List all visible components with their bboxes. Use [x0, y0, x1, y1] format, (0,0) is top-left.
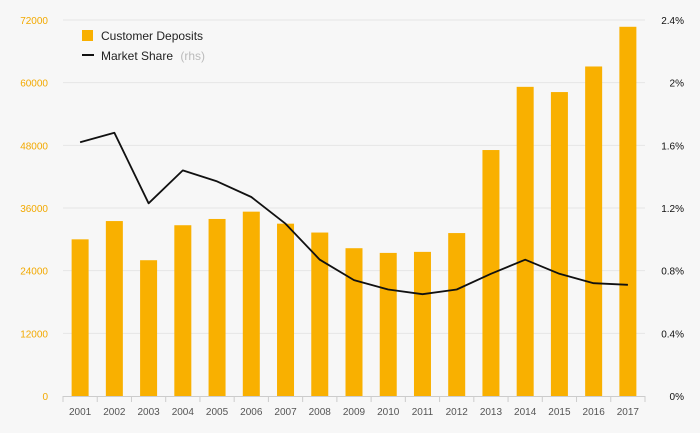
bar-2007	[277, 223, 295, 396]
bar-2006	[242, 211, 260, 396]
x-tick-label: 2015	[548, 407, 571, 418]
right-tick-label: 2%	[670, 79, 685, 90]
x-tick-label: 2007	[274, 407, 297, 418]
left-tick-label: 36000	[20, 204, 48, 215]
bar-2012	[448, 233, 466, 396]
bar-2017	[619, 26, 637, 397]
right-tick-label: 1.2%	[661, 204, 684, 215]
bar-2010	[379, 252, 397, 396]
x-tick-label: 2017	[617, 407, 640, 418]
x-tick-label: 2012	[446, 407, 469, 418]
legend-label-market-share-text: Market Share	[101, 49, 173, 63]
market-share-line-group	[79, 131, 628, 296]
x-tick-label: 2008	[309, 407, 332, 418]
x-tick-label: 2014	[514, 407, 537, 418]
x-tick-label: 2005	[206, 407, 229, 418]
x-tick-label: 2016	[583, 407, 606, 418]
right-tick-label: 2.4%	[661, 16, 684, 27]
legend: Customer Deposits Market Share (rhs)	[82, 29, 205, 63]
left-tick-label: 12000	[20, 329, 48, 340]
x-tick-label: 2011	[412, 407, 434, 418]
bar-2005	[208, 218, 226, 396]
legend-label-market-share: Market Share (rhs)	[101, 49, 205, 63]
bar-2001	[71, 239, 89, 396]
bar-2016	[585, 66, 603, 396]
axes	[62, 396, 646, 402]
legend-label-customer-deposits: Customer Deposits	[101, 29, 203, 43]
bar-2008	[311, 232, 329, 396]
left-tick-label: 60000	[20, 79, 48, 90]
x-tick-label: 2009	[343, 407, 366, 418]
right-tick-label: 0.8%	[661, 267, 684, 278]
x-tick-label: 2010	[377, 407, 400, 418]
left-tick-label: 24000	[20, 267, 48, 278]
bar-2003	[140, 260, 158, 396]
bar-2015	[550, 92, 568, 397]
right-tick-label: 1.6%	[661, 141, 684, 152]
bar-2014	[516, 86, 534, 396]
right-tick-label: 0%	[670, 392, 685, 403]
x-tick-label: 2006	[240, 407, 263, 418]
x-tick-label: 2013	[480, 407, 503, 418]
bar-2004	[174, 225, 192, 396]
left-tick-label: 48000	[20, 141, 48, 152]
right-tick-label: 0.4%	[661, 329, 684, 340]
bar-2002	[105, 221, 123, 396]
bar-2009	[345, 248, 363, 396]
legend-label-market-share-note: (rhs)	[180, 49, 205, 63]
x-tick-label: 2003	[137, 407, 160, 418]
left-tick-label: 72000	[20, 16, 48, 27]
x-tick-label: 2002	[103, 407, 126, 418]
x-tick-label: 2001	[69, 407, 92, 418]
x-tick-label: 2004	[172, 407, 195, 418]
tick-labels: 0 12000 24000 36000 48000 60000 72000 0% 0.4% 0.8…	[20, 16, 684, 418]
market-share-line	[79, 131, 628, 296]
legend-swatch-customer-deposits	[82, 30, 93, 41]
left-tick-label: 0	[42, 392, 48, 403]
bar-2011	[413, 251, 431, 396]
